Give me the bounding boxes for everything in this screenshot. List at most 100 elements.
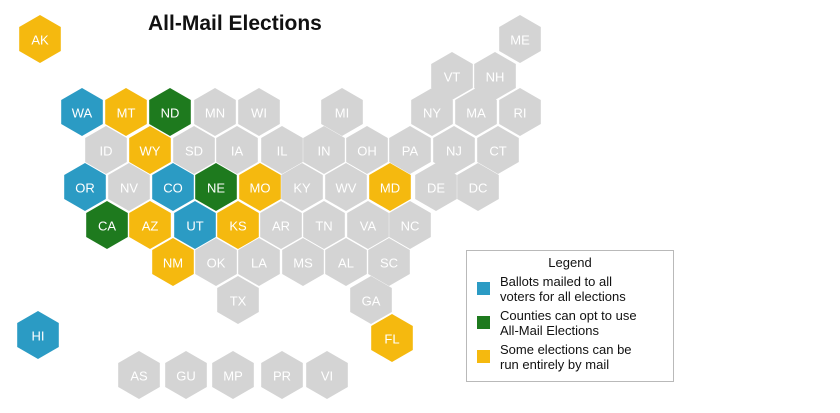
hex-label-or: OR — [75, 181, 95, 196]
hex-label-nd: ND — [161, 106, 180, 121]
hex-label-dc: DC — [469, 181, 488, 196]
hex-shape-fl — [371, 314, 413, 362]
hex-shape-ga — [350, 276, 392, 324]
hex-shape-mo — [239, 163, 281, 211]
hex-shape-pr — [261, 351, 303, 399]
hex-tile-nv: NV — [108, 163, 150, 211]
hex-label-la: LA — [251, 256, 267, 271]
hex-label-pr: PR — [273, 369, 291, 384]
hex-tile-me: ME — [499, 15, 541, 63]
hex-shape-gu — [165, 351, 207, 399]
hex-tile-nm: NM — [152, 238, 194, 286]
hex-tile-mp: MP — [212, 351, 254, 399]
hex-shape-az — [129, 201, 171, 249]
hex-shape-in — [303, 126, 345, 174]
hex-label-ks: KS — [229, 219, 247, 234]
hex-tile-pa: PA — [389, 126, 431, 174]
hex-tile-sc: SC — [368, 238, 410, 286]
hex-tile-ne: NE — [195, 163, 237, 211]
hex-tile-vi: VI — [306, 351, 348, 399]
hex-label-de: DE — [427, 181, 445, 196]
hex-label-ga: GA — [362, 294, 381, 309]
hex-shape-oh — [346, 126, 388, 174]
hex-tile-ct: CT — [477, 126, 519, 174]
hex-label-pa: PA — [402, 144, 419, 159]
hex-label-id: ID — [100, 144, 113, 159]
hex-label-vt: VT — [444, 70, 461, 85]
hex-tile-de: DE — [415, 163, 457, 211]
hex-tile-wi: WI — [238, 88, 280, 136]
hex-shape-ri — [499, 88, 541, 136]
hex-tile-ga: GA — [350, 276, 392, 324]
map-title: All-Mail Elections — [148, 12, 322, 35]
hex-shape-ut — [174, 201, 216, 249]
hex-label-gu: GU — [176, 369, 196, 384]
hex-tile-mo: MO — [239, 163, 281, 211]
hex-tile-nd: ND — [149, 88, 191, 136]
hex-label-as: AS — [130, 369, 148, 384]
hex-tile-la: LA — [238, 238, 280, 286]
hex-label-nc: NC — [401, 219, 420, 234]
hex-label-me: ME — [510, 33, 530, 48]
hex-tile-ny: NY — [411, 88, 453, 136]
hex-label-ar: AR — [272, 219, 290, 234]
legend-swatch-some-elections — [477, 350, 490, 363]
hex-label-wy: WY — [140, 144, 161, 159]
legend-item-some-elections: Some elections can be run entirely by ma… — [477, 342, 673, 372]
hex-shape-md — [369, 163, 411, 211]
legend-item-county-option: Counties can opt to use All-Mail Electio… — [477, 308, 673, 338]
hex-label-md: MD — [380, 181, 400, 196]
hex-label-nm: NM — [163, 256, 183, 271]
hex-tile-hi: HI — [17, 311, 59, 359]
hex-tile-wv: WV — [325, 163, 367, 211]
legend-label-all-mail: Ballots mailed to all voters for all ele… — [500, 274, 626, 304]
hex-tile-ma: MA — [455, 88, 497, 136]
hex-tile-az: AZ — [129, 201, 171, 249]
hex-label-mn: MN — [205, 106, 225, 121]
hex-shape-vi — [306, 351, 348, 399]
hex-label-ct: CT — [489, 144, 506, 159]
hex-tile-pr: PR — [261, 351, 303, 399]
legend: Legend Ballots mailed to all voters for … — [466, 250, 674, 382]
hex-tile-nh: NH — [474, 52, 516, 100]
hex-shape-co — [152, 163, 194, 211]
legend-label-some-elections: Some elections can be run entirely by ma… — [500, 342, 632, 372]
hex-label-ny: NY — [423, 106, 441, 121]
hex-tile-ok: OK — [195, 238, 237, 286]
hex-shape-tx — [217, 276, 259, 324]
hex-shape-nh — [474, 52, 516, 100]
legend-item-all-mail: Ballots mailed to all voters for all ele… — [477, 274, 673, 304]
hex-shape-id — [85, 126, 127, 174]
hex-shape-pa — [389, 126, 431, 174]
hex-label-sd: SD — [185, 144, 203, 159]
hex-tile-id: ID — [85, 126, 127, 174]
hex-shape-ks — [217, 201, 259, 249]
hex-shape-nm — [152, 238, 194, 286]
hex-label-al: AL — [338, 256, 354, 271]
hex-tile-or: OR — [64, 163, 106, 211]
hex-label-nh: NH — [486, 70, 505, 85]
hex-tile-fl: FL — [371, 314, 413, 362]
hex-shape-mi — [321, 88, 363, 136]
hex-label-ma: MA — [466, 106, 486, 121]
legend-label-county-option: Counties can opt to use All-Mail Electio… — [500, 308, 637, 338]
hex-shape-sd — [173, 126, 215, 174]
hex-tile-dc: DC — [457, 163, 499, 211]
hex-shape-nv — [108, 163, 150, 211]
hex-shape-al — [325, 238, 367, 286]
hex-tile-vt: VT — [431, 52, 473, 100]
legend-swatch-county-option — [477, 316, 490, 329]
hex-tile-va: VA — [347, 201, 389, 249]
hex-label-fl: FL — [384, 332, 399, 347]
hex-tile-al: AL — [325, 238, 367, 286]
hex-label-wa: WA — [72, 106, 93, 121]
hex-shape-tn — [303, 201, 345, 249]
hex-tile-mi: MI — [321, 88, 363, 136]
hex-tile-nj: NJ — [433, 126, 475, 174]
hex-shape-de — [415, 163, 457, 211]
hex-shape-nd — [149, 88, 191, 136]
hex-tile-ca: CA — [86, 201, 128, 249]
hex-label-va: VA — [360, 219, 377, 234]
hex-tile-in: IN — [303, 126, 345, 174]
